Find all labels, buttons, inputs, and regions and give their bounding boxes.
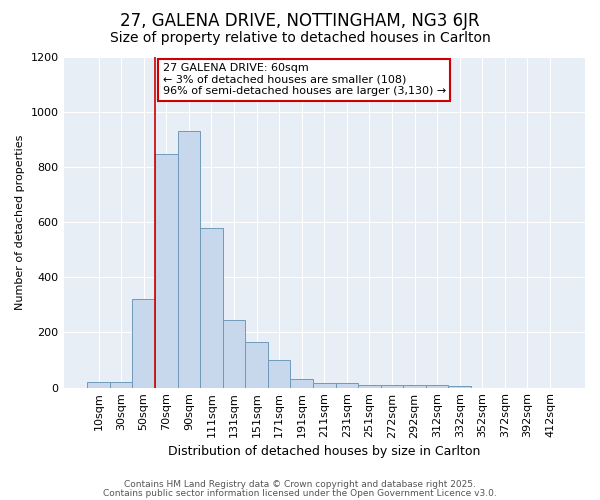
Bar bbox=[403, 385, 426, 388]
Bar bbox=[290, 380, 313, 388]
Text: Contains public sector information licensed under the Open Government Licence v3: Contains public sector information licen… bbox=[103, 488, 497, 498]
Bar bbox=[133, 300, 155, 388]
Bar bbox=[178, 131, 200, 388]
Y-axis label: Number of detached properties: Number of detached properties bbox=[15, 134, 25, 310]
Bar bbox=[335, 384, 358, 388]
Bar bbox=[448, 386, 471, 388]
Bar bbox=[223, 320, 245, 388]
Bar bbox=[426, 386, 448, 388]
Text: Contains HM Land Registry data © Crown copyright and database right 2025.: Contains HM Land Registry data © Crown c… bbox=[124, 480, 476, 489]
Bar bbox=[87, 382, 110, 388]
Bar bbox=[268, 360, 290, 388]
Text: 27 GALENA DRIVE: 60sqm
← 3% of detached houses are smaller (108)
96% of semi-det: 27 GALENA DRIVE: 60sqm ← 3% of detached … bbox=[163, 63, 446, 96]
Bar bbox=[245, 342, 268, 388]
X-axis label: Distribution of detached houses by size in Carlton: Distribution of detached houses by size … bbox=[168, 444, 481, 458]
Bar bbox=[200, 228, 223, 388]
Bar bbox=[110, 382, 133, 388]
Bar bbox=[155, 154, 178, 388]
Bar bbox=[313, 384, 335, 388]
Bar bbox=[381, 385, 403, 388]
Text: 27, GALENA DRIVE, NOTTINGHAM, NG3 6JR: 27, GALENA DRIVE, NOTTINGHAM, NG3 6JR bbox=[120, 12, 480, 30]
Bar bbox=[358, 385, 381, 388]
Text: Size of property relative to detached houses in Carlton: Size of property relative to detached ho… bbox=[110, 31, 490, 45]
